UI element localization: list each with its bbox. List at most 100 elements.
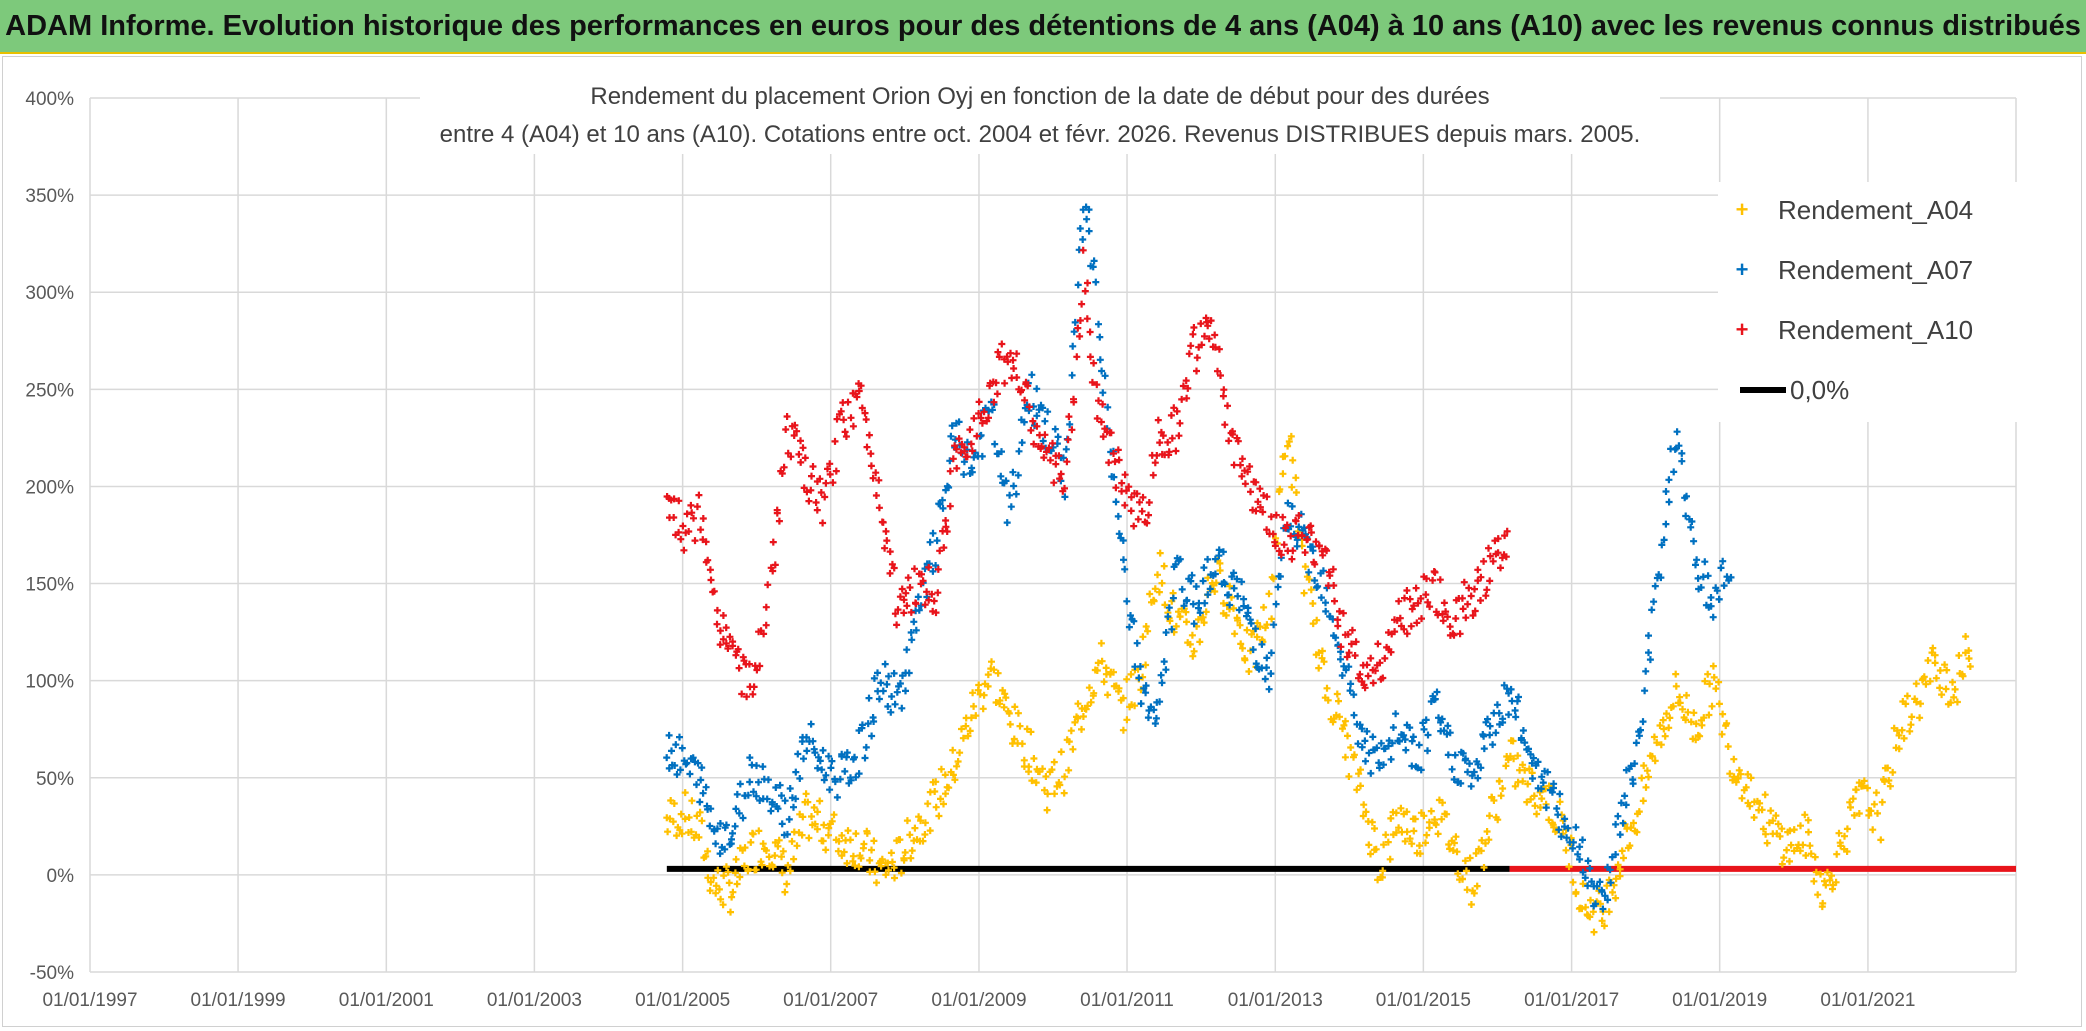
data-point (1329, 565, 1337, 573)
data-point (1715, 595, 1723, 603)
data-point (1392, 809, 1400, 817)
data-point (1086, 328, 1094, 336)
data-point (1350, 711, 1358, 719)
data-point (942, 517, 950, 524)
data-point (719, 901, 727, 909)
data-point (1678, 449, 1686, 457)
data-point (893, 621, 901, 629)
data-point (887, 849, 895, 857)
data-point (1525, 745, 1532, 753)
data-point (1151, 459, 1159, 467)
data-point (1719, 557, 1727, 565)
data-point (1059, 454, 1067, 462)
data-point (1042, 773, 1050, 780)
chart-subtitle-line-1: Rendement du placement Orion Oyj en fonc… (590, 83, 1490, 110)
data-point (722, 863, 730, 871)
data-point (1482, 839, 1489, 847)
data-point (733, 880, 741, 888)
data-point (1371, 667, 1379, 675)
data-point (1499, 785, 1507, 792)
data-point (1096, 333, 1104, 341)
data-point (1472, 849, 1480, 857)
data-point (1137, 700, 1145, 708)
data-point (773, 506, 781, 514)
data-point (1240, 595, 1248, 603)
data-point (1115, 530, 1123, 538)
data-point (1365, 749, 1373, 757)
data-point (1228, 573, 1236, 581)
data-point (673, 832, 681, 840)
data-point (744, 867, 752, 875)
data-point (1315, 542, 1323, 550)
data-point (1065, 738, 1073, 746)
data-point (1612, 875, 1620, 883)
data-point (1389, 724, 1397, 731)
data-point (1006, 720, 1014, 728)
data-point (1738, 794, 1746, 802)
data-point (967, 440, 975, 448)
data-point (1252, 625, 1259, 633)
data-point (1039, 404, 1047, 412)
data-point (758, 861, 766, 869)
data-point (1165, 604, 1173, 612)
data-point (1436, 576, 1444, 584)
data-point (1201, 332, 1208, 340)
data-point (1572, 823, 1580, 831)
data-point (1931, 651, 1939, 659)
data-point (1466, 760, 1473, 768)
data-point (1085, 206, 1093, 214)
data-point (1135, 674, 1143, 682)
data-point (681, 815, 689, 823)
data-point (1142, 661, 1150, 669)
data-point (1247, 488, 1254, 496)
data-point (1563, 834, 1571, 842)
data-point (1408, 737, 1416, 745)
data-point (1079, 236, 1087, 243)
data-point (1179, 382, 1187, 390)
data-point (826, 470, 834, 478)
data-point (955, 418, 963, 426)
data-point (1028, 371, 1036, 379)
data-point (903, 817, 911, 825)
data-point (1176, 419, 1184, 427)
data-point (885, 672, 893, 680)
data-point (782, 426, 790, 433)
data-point (1459, 875, 1466, 883)
data-point (1074, 281, 1082, 289)
plus-marker-icon: + (1735, 197, 1749, 222)
data-point (1169, 594, 1177, 602)
data-point (1422, 591, 1430, 599)
data-point (746, 778, 754, 786)
data-point (881, 544, 889, 552)
data-point (1344, 732, 1351, 740)
data-point (1292, 474, 1300, 482)
data-point (1706, 680, 1714, 688)
chart-subtitle-line-2: entre 4 (A04) et 10 ans (A10). Cotations… (439, 121, 1641, 148)
data-point (765, 853, 773, 861)
data-point (1119, 726, 1127, 734)
data-point (1339, 609, 1347, 617)
data-point (1620, 854, 1627, 862)
data-point (1705, 711, 1713, 719)
data-point (744, 791, 752, 799)
data-point (1312, 538, 1320, 546)
data-point (1527, 750, 1535, 758)
data-point (1416, 850, 1424, 858)
data-point (1966, 663, 1974, 670)
data-point (902, 687, 909, 695)
data-point (1050, 479, 1058, 487)
data-point (1235, 606, 1243, 614)
data-point (824, 465, 831, 473)
data-point (1104, 403, 1112, 411)
data-point (1790, 826, 1798, 834)
data-point (931, 788, 939, 795)
data-point (1010, 365, 1018, 372)
data-point (908, 847, 916, 855)
data-point (685, 814, 693, 821)
data-point (826, 460, 834, 468)
data-point (1852, 786, 1860, 794)
data-point (1230, 604, 1237, 612)
series-Rendement_A07 (663, 203, 1735, 913)
data-point (1277, 551, 1285, 559)
data-point (1136, 498, 1143, 506)
